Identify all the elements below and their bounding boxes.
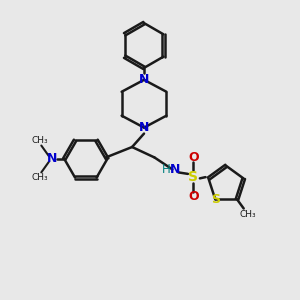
Text: CH₃: CH₃ — [32, 173, 48, 182]
Text: N: N — [139, 121, 149, 134]
Text: N: N — [46, 152, 57, 166]
Text: N: N — [169, 163, 180, 176]
Text: S: S — [188, 170, 198, 184]
Text: CH₃: CH₃ — [32, 136, 48, 145]
Text: O: O — [188, 151, 199, 164]
Text: O: O — [188, 190, 199, 203]
Text: H: H — [161, 163, 170, 176]
Text: S: S — [211, 193, 220, 206]
Text: CH₃: CH₃ — [240, 210, 256, 219]
Text: N: N — [139, 73, 149, 86]
